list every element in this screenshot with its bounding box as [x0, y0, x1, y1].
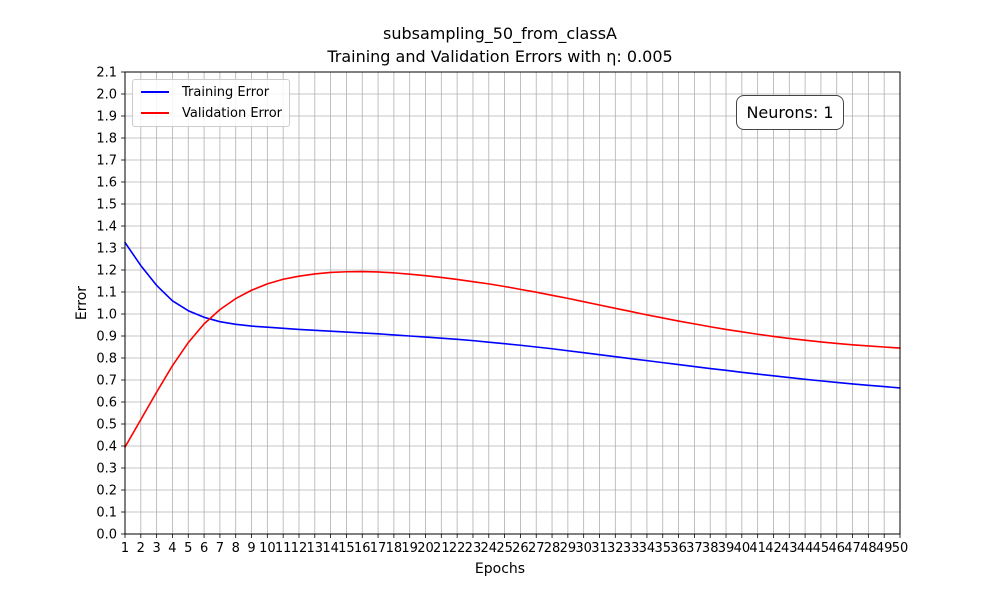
x-tick-label: 49	[876, 541, 893, 556]
legend-label-training: Training Error	[182, 84, 270, 100]
x-tick-label: 18	[386, 541, 403, 556]
y-tick-label: 0.8	[96, 352, 117, 367]
x-tick-label: 30	[575, 541, 592, 556]
x-tick-label: 43	[781, 541, 798, 556]
y-tick-label: 0.0	[96, 528, 117, 543]
x-tick-label: 22	[449, 541, 466, 556]
x-tick-label: 41	[749, 541, 766, 556]
x-tick-label: 21	[433, 541, 450, 556]
legend-swatch-training	[141, 91, 169, 93]
x-tick-label: 23	[465, 541, 482, 556]
y-tick-label: 2.0	[96, 88, 117, 103]
legend-label-validation: Validation Error	[182, 105, 283, 121]
x-tick-label: 8	[232, 541, 240, 556]
x-tick-label: 39	[718, 541, 735, 556]
x-tick-label: 16	[354, 541, 371, 556]
x-tick-label: 3	[152, 541, 160, 556]
x-tick-label: 27	[528, 541, 545, 556]
x-tick-label: 20	[417, 541, 434, 556]
x-tick-label: 9	[247, 541, 255, 556]
x-tick-label: 25	[496, 541, 513, 556]
x-tick-label: 14	[322, 541, 339, 556]
y-tick-label: 1.7	[96, 154, 117, 169]
y-tick-label: 0.2	[96, 484, 117, 499]
y-tick-label: 0.6	[96, 396, 117, 411]
legend-item-validation: Validation Error	[141, 104, 282, 122]
y-tick-label: 1.2	[96, 264, 117, 279]
x-tick-label: 46	[828, 541, 845, 556]
y-tick-label: 0.1	[96, 506, 117, 521]
x-tick-label: 36	[670, 541, 687, 556]
x-tick-label: 40	[734, 541, 751, 556]
y-axis-label: Error	[74, 285, 90, 321]
neurons-annotation: Neurons: 1	[736, 95, 844, 130]
x-tick-label: 31	[591, 541, 608, 556]
y-tick-label: 0.3	[96, 462, 117, 477]
x-tick-label: 28	[544, 541, 561, 556]
x-tick-label: 44	[797, 541, 814, 556]
x-tick-label: 47	[844, 541, 861, 556]
x-tick-label: 26	[512, 541, 529, 556]
grid	[124, 71, 901, 535]
x-tick-label: 32	[607, 541, 624, 556]
x-tick-label: 45	[813, 541, 830, 556]
chart-subtitle: Training and Validation Errors with η: 0…	[327, 47, 673, 66]
x-tick-label: 24	[481, 541, 498, 556]
y-tick-label: 0.5	[96, 418, 117, 433]
training-error-line	[124, 241, 901, 389]
x-tick-label: 6	[200, 541, 208, 556]
y-tick-label: 1.3	[96, 242, 117, 257]
legend-item-training: Training Error	[141, 83, 269, 101]
x-tick-label: 12	[291, 541, 308, 556]
x-tick-label: 50	[892, 541, 909, 556]
x-tick-label: 1	[121, 541, 129, 556]
axis-ticks: 1 2 3 4 5 6 7 8 9 10 11 12 13 14 15 16 17 18 19 20 21 22 23 24 2…	[96, 66, 908, 557]
x-tick-label: 19	[401, 541, 418, 556]
x-tick-label: 15	[338, 541, 355, 556]
x-tick-label: 42	[765, 541, 782, 556]
x-tick-label: 10	[259, 541, 276, 556]
y-tick-label: 1.0	[96, 308, 117, 323]
x-tick-label: 4	[168, 541, 176, 556]
x-tick-label: 37	[686, 541, 703, 556]
x-tick-label: 48	[860, 541, 877, 556]
y-tick-label: 0.9	[96, 330, 117, 345]
y-tick-label: 1.4	[96, 220, 117, 235]
y-tick-label: 0.7	[96, 374, 117, 389]
chart-title: subsampling_50_from_classA	[383, 24, 617, 43]
plot-area-frame	[124, 71, 901, 535]
y-tick-label: 1.1	[96, 286, 117, 301]
x-tick-label: 7	[216, 541, 224, 556]
y-tick-label: 1.6	[96, 176, 117, 191]
x-tick-label: 17	[370, 541, 387, 556]
x-tick-label: 11	[275, 541, 292, 556]
x-tick-label: 13	[307, 541, 324, 556]
x-tick-label: 29	[560, 541, 577, 556]
y-tick-label: 1.8	[96, 132, 117, 147]
y-tick-label: 1.5	[96, 198, 117, 213]
legend: Training Error Validation Error	[132, 79, 290, 127]
y-tick-label: 0.4	[96, 440, 117, 455]
x-tick-label: 33	[623, 541, 640, 556]
legend-swatch-validation	[141, 112, 169, 114]
x-tick-label: 5	[184, 541, 192, 556]
x-tick-label: 34	[639, 541, 656, 556]
y-tick-label: 1.9	[96, 110, 117, 125]
x-axis-label: Epochs	[474, 561, 526, 577]
x-tick-label: 38	[702, 541, 719, 556]
x-tick-label: 2	[137, 541, 145, 556]
y-tick-label: 2.1	[96, 66, 117, 81]
validation-error-line	[124, 270, 901, 448]
series-lines	[124, 241, 901, 448]
x-tick-label: 35	[654, 541, 671, 556]
